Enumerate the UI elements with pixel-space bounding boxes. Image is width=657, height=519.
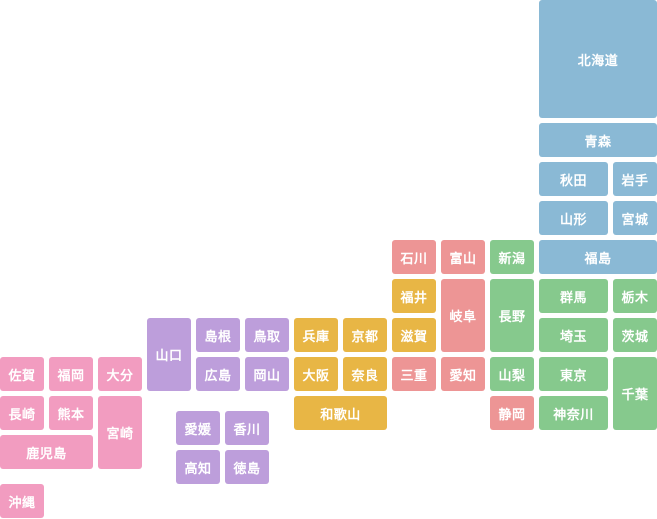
prefecture-miyazaki[interactable]: 宮崎 [98, 396, 142, 469]
prefecture-gifu[interactable]: 岐阜 [441, 279, 485, 352]
prefecture-aichi[interactable]: 愛知 [441, 357, 485, 391]
prefecture-kanagawa[interactable]: 神奈川 [539, 396, 608, 430]
prefecture-saitama[interactable]: 埼玉 [539, 318, 608, 352]
prefecture-tokyo[interactable]: 東京 [539, 357, 608, 391]
prefecture-wakayama[interactable]: 和歌山 [294, 396, 387, 430]
prefecture-hyogo[interactable]: 兵庫 [294, 318, 338, 352]
prefecture-hokkaido[interactable]: 北海道 [539, 0, 657, 118]
prefecture-osaka[interactable]: 大阪 [294, 357, 338, 391]
prefecture-kagoshima[interactable]: 鹿児島 [0, 435, 93, 469]
prefecture-yamagata[interactable]: 山形 [539, 201, 608, 235]
prefecture-akita[interactable]: 秋田 [539, 162, 608, 196]
prefecture-nara[interactable]: 奈良 [343, 357, 387, 391]
prefecture-kagawa[interactable]: 香川 [225, 411, 269, 445]
prefecture-fukuoka[interactable]: 福岡 [49, 357, 93, 391]
prefecture-kumamoto[interactable]: 熊本 [49, 396, 93, 430]
prefecture-iwate[interactable]: 岩手 [613, 162, 657, 196]
prefecture-yamanashi[interactable]: 山梨 [490, 357, 534, 391]
prefecture-tokushima[interactable]: 徳島 [225, 450, 269, 484]
prefecture-kyoto[interactable]: 京都 [343, 318, 387, 352]
prefecture-oita[interactable]: 大分 [98, 357, 142, 391]
prefecture-ibaraki[interactable]: 茨城 [613, 318, 657, 352]
prefecture-fukushima[interactable]: 福島 [539, 240, 657, 274]
prefecture-aomori[interactable]: 青森 [539, 123, 657, 157]
prefecture-hiroshima[interactable]: 広島 [196, 357, 240, 391]
prefecture-shiga[interactable]: 滋賀 [392, 318, 436, 352]
prefecture-tottori[interactable]: 鳥取 [245, 318, 289, 352]
prefecture-tochigi[interactable]: 栃木 [613, 279, 657, 313]
prefecture-ishikawa[interactable]: 石川 [392, 240, 436, 274]
prefecture-fukui[interactable]: 福井 [392, 279, 436, 313]
prefecture-okinawa[interactable]: 沖縄 [0, 484, 44, 518]
prefecture-chiba[interactable]: 千葉 [613, 357, 657, 430]
prefecture-yamaguchi[interactable]: 山口 [147, 318, 191, 391]
prefecture-toyama[interactable]: 富山 [441, 240, 485, 274]
prefecture-saga[interactable]: 佐賀 [0, 357, 44, 391]
prefecture-ehime[interactable]: 愛媛 [176, 411, 220, 445]
prefecture-okayama[interactable]: 岡山 [245, 357, 289, 391]
prefecture-shizuoka[interactable]: 静岡 [490, 396, 534, 430]
prefecture-nagano[interactable]: 長野 [490, 279, 534, 352]
prefecture-niigata[interactable]: 新潟 [490, 240, 534, 274]
prefecture-kochi[interactable]: 高知 [176, 450, 220, 484]
prefecture-mie[interactable]: 三重 [392, 357, 436, 391]
prefecture-shimane[interactable]: 島根 [196, 318, 240, 352]
prefecture-gunma[interactable]: 群馬 [539, 279, 608, 313]
prefecture-miyagi[interactable]: 宮城 [613, 201, 657, 235]
prefecture-nagasaki[interactable]: 長崎 [0, 396, 44, 430]
